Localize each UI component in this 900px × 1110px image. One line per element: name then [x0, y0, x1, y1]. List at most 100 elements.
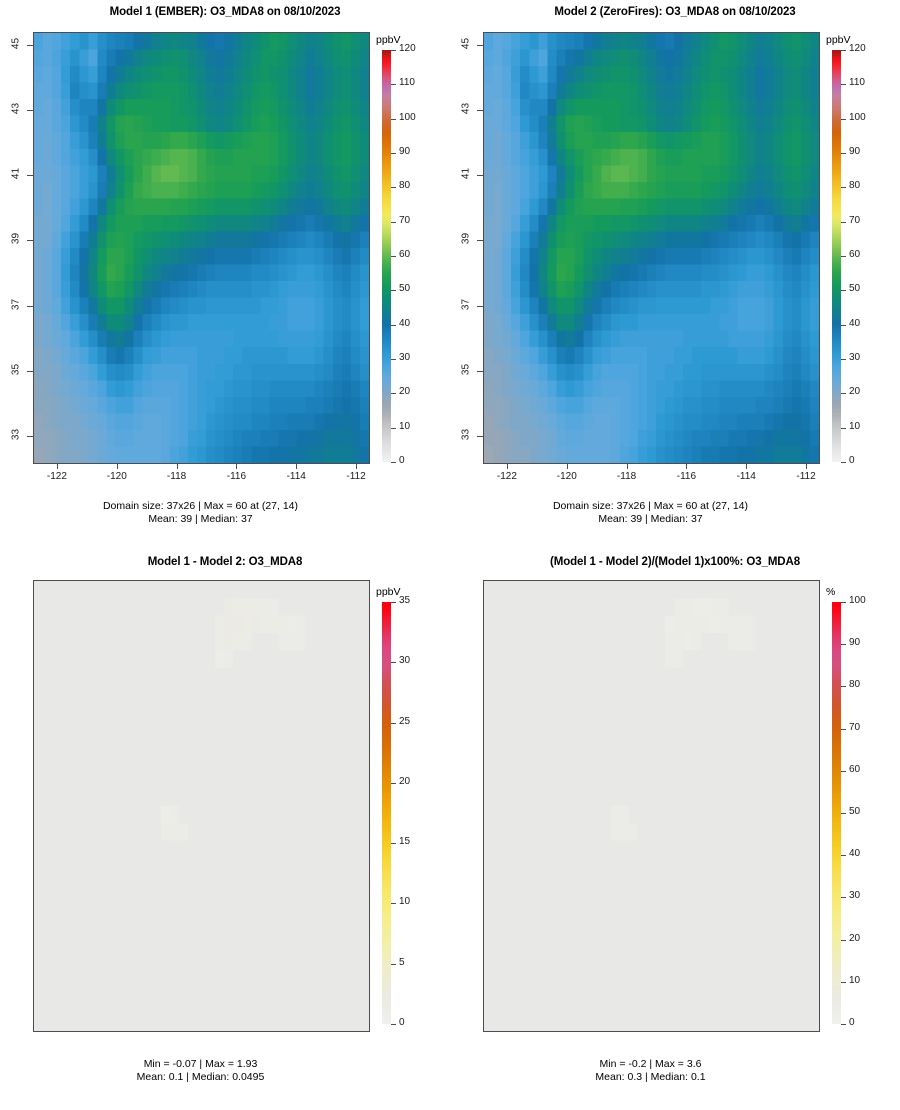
panel-difference: Model 1 - Model 2: O3_MDA8 Min = -0.07 | … — [0, 548, 450, 1110]
colorbar-tick-label: 100 — [849, 111, 866, 123]
colorbar-tick — [391, 153, 396, 154]
colorbar-tick — [841, 324, 846, 326]
x-axis-label: -122 — [46, 471, 67, 482]
colorbar-tick — [391, 393, 396, 395]
colorbar-tick-label: 10 — [849, 974, 861, 986]
colorbar-tick — [841, 50, 846, 51]
colorbar-tick — [391, 187, 396, 189]
colorbar-tick — [841, 427, 846, 429]
map-plot-area[interactable] — [34, 581, 369, 1031]
ozone-raster — [34, 33, 369, 463]
y-axis-label: 37 — [10, 298, 22, 310]
colorbar-tick — [841, 290, 846, 292]
state-boundaries — [34, 581, 369, 1031]
panel-model1: Model 1 (EMBER): O3_MDA8 on 08/10/2023 45… — [0, 0, 450, 540]
colorbar-tick — [391, 602, 396, 603]
colorbar-gradient[interactable] — [382, 50, 391, 462]
map-frame[interactable] — [483, 580, 820, 1032]
y-axis-tick — [27, 305, 33, 307]
y-axis-tick — [477, 110, 483, 112]
y-axis-label: 39 — [10, 233, 22, 245]
panel-title: Model 1 (EMBER): O3_MDA8 on 08/10/2023 — [109, 6, 341, 18]
colorbar-tick — [841, 813, 846, 814]
colorbar-tick-label: 25 — [399, 715, 411, 727]
colorbar-tick — [841, 256, 846, 257]
panel-model2: Model 2 (ZeroFires): O3_MDA8 on 08/10/20… — [450, 0, 900, 540]
x-axis-tick — [626, 463, 628, 469]
y-axis-label: 45 — [460, 37, 472, 50]
colorbar-tick — [841, 1024, 846, 1025]
y-axis-label: 41 — [10, 168, 22, 180]
colorbar-gradient[interactable] — [382, 602, 391, 1024]
colorbar-tick — [391, 963, 396, 965]
y-axis-label: 43 — [10, 103, 22, 115]
colorbar-tick — [841, 897, 846, 899]
x-axis-tick — [116, 463, 118, 469]
colorbar-tick-label: 70 — [849, 721, 861, 733]
map-plot-area[interactable] — [484, 581, 819, 1031]
colorbar-tick-label: 40 — [399, 317, 411, 329]
state-boundaries — [34, 33, 369, 463]
colorbar-tick — [841, 939, 846, 941]
x-axis-tick — [236, 463, 238, 469]
colorbar-tick-label: 70 — [849, 214, 861, 226]
x-axis-tick — [806, 463, 808, 469]
colorbar-tick-label: 0 — [399, 455, 405, 466]
colorbar-tick-label: 100 — [399, 111, 416, 123]
map-frame[interactable] — [33, 32, 370, 464]
panel-statistics: Min = -0.07 | Max = 1.93 Mean: 0.1 | Med… — [136, 1058, 265, 1083]
panel-statistics: Domain size: 37x26 | Max = 60 at (27, 14… — [552, 500, 749, 525]
colorbar-tick-label: 90 — [849, 146, 861, 157]
colorbar-tick — [391, 722, 396, 724]
colorbar-tick — [841, 359, 846, 360]
colorbar-tick — [841, 153, 846, 154]
y-axis-tick — [477, 370, 483, 372]
x-axis-label: -118 — [166, 471, 187, 482]
panel-percent-difference: (Model 1 - Model 2)/(Model 1)x100%: O3_M… — [450, 548, 900, 1110]
x-axis-label: -116 — [676, 471, 697, 482]
colorbar-tick-label: 90 — [849, 637, 861, 649]
x-axis-label: -114 — [286, 471, 306, 482]
x-axis-label: -120 — [556, 471, 577, 482]
y-axis-label: 33 — [460, 428, 472, 440]
colorbar-title: ppbV — [376, 586, 401, 598]
colorbar-tick-label: 15 — [399, 836, 411, 848]
colorbar-tick — [391, 256, 396, 257]
colorbar-tick-label: 60 — [399, 249, 411, 260]
colorbar-tick-label: 60 — [849, 249, 861, 260]
colorbar-tick — [391, 50, 396, 51]
ozone-raster — [484, 33, 819, 463]
colorbar-tick-label: 50 — [399, 283, 411, 295]
colorbar-tick — [391, 221, 396, 223]
colorbar-ppbV: ppbV 0 10 20 30 40 50 60 70 80 90 100 110 120 — [376, 34, 450, 470]
x-axis-label: -118 — [616, 471, 637, 482]
y-axis-tick — [477, 435, 483, 437]
colorbar-tick-label: 110 — [849, 77, 865, 89]
colorbar-percent: % 0 10 20 30 40 50 60 70 80 90 100 — [826, 586, 900, 1032]
colorbar-tick-label: 120 — [399, 43, 416, 54]
y-axis-label: 35 — [10, 363, 22, 375]
colorbar-tick — [841, 855, 846, 857]
colorbar-tick — [841, 187, 846, 189]
state-boundaries — [484, 581, 819, 1031]
colorbar-tick-label: 0 — [849, 1017, 855, 1028]
map-plot-area[interactable] — [34, 33, 369, 463]
panel-title: (Model 1 - Model 2)/(Model 1)x100%: O3_M… — [549, 556, 801, 568]
colorbar-tick — [391, 1024, 396, 1025]
colorbar-tick — [841, 644, 846, 646]
map-frame[interactable] — [33, 580, 370, 1032]
colorbar-title: % — [826, 586, 836, 598]
x-axis-tick — [566, 463, 568, 469]
colorbar-ppbV: ppbV 0 10 20 30 40 50 60 70 80 90 100 110 120 — [826, 34, 900, 470]
colorbar-gradient[interactable] — [832, 602, 841, 1024]
map-plot-area[interactable] — [484, 33, 819, 463]
colorbar-gradient[interactable] — [832, 50, 841, 462]
x-axis-tick — [296, 463, 298, 469]
colorbar-tick — [841, 602, 846, 603]
x-axis-label: -114 — [736, 471, 756, 482]
map-frame[interactable] — [483, 32, 820, 464]
colorbar-tick — [391, 903, 396, 905]
colorbar-tick-label: 20 — [399, 386, 411, 398]
panel-title: Model 1 - Model 2: O3_MDA8 — [147, 556, 303, 568]
colorbar-tick-label: 110 — [399, 77, 415, 89]
